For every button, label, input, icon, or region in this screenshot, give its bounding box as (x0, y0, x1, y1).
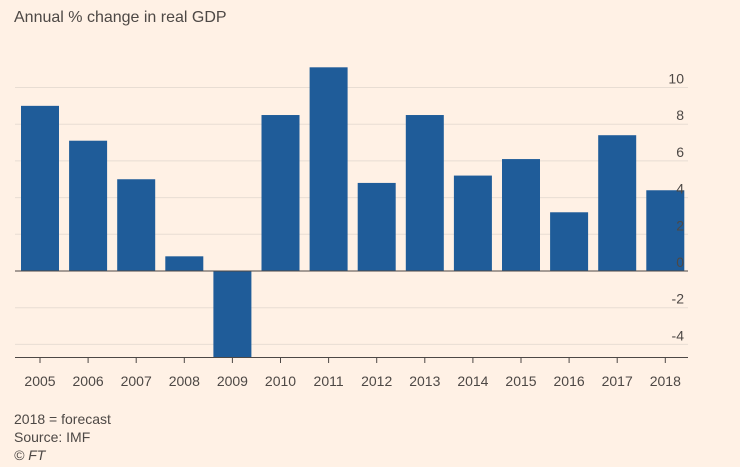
bar-2018 (646, 190, 685, 271)
source-note: Source: IMF (14, 429, 91, 445)
bar-2015 (502, 159, 540, 271)
bar-2017 (598, 135, 637, 271)
x-tick-label: 2012 (361, 373, 392, 389)
y-tick-label: 0 (676, 254, 684, 270)
y-tick-label: 10 (668, 71, 684, 87)
bar-2008 (165, 256, 204, 271)
y-tick-label: -2 (672, 291, 685, 307)
ft-credit: © FT (14, 447, 46, 463)
x-tick-label: 2016 (554, 373, 585, 389)
x-tick-label: 2006 (73, 373, 104, 389)
bar-2009 (213, 271, 252, 358)
forecast-note: 2018 = forecast (14, 411, 111, 427)
bars (21, 67, 685, 358)
y-tick-label: -4 (672, 327, 685, 343)
bar-2012 (357, 182, 396, 271)
x-tick-label: 2018 (650, 373, 681, 389)
x-tick-label: 2009 (217, 373, 248, 389)
bar-2010 (261, 115, 300, 272)
bar-2005 (21, 105, 59, 271)
bar-2013 (405, 115, 444, 272)
bar-2007 (117, 179, 156, 271)
x-tick-label: 2005 (24, 373, 55, 389)
y-tick-label: 6 (676, 144, 684, 160)
bar-chart: -4 -2 0 2 4 6 8 10 2005 2006 2007 2008 2009 2010 2011… (15, 67, 688, 389)
x-tick-label: 2010 (265, 373, 296, 389)
bar-2016 (550, 212, 589, 271)
bar-2011 (309, 67, 348, 271)
x-tick-label: 2015 (505, 373, 536, 389)
x-tick-label: 2007 (121, 373, 152, 389)
y-tick-label: 2 (676, 217, 684, 233)
bar-2006 (69, 140, 108, 271)
x-axis: 2005 2006 2007 2008 2009 2010 2011 2012 2013 2014… (15, 357, 688, 389)
y-tick-label: 4 (676, 181, 684, 197)
x-tick-label: 2008 (169, 373, 200, 389)
x-tick-label: 2011 (314, 373, 344, 389)
y-tick-label: 8 (676, 107, 684, 123)
chart-title: Annual % change in real GDP (14, 9, 227, 26)
x-tick-label: 2017 (602, 373, 633, 389)
x-tick-label: 2013 (409, 373, 440, 389)
bar-2014 (453, 175, 492, 271)
y-tick-labels: -4 -2 0 2 4 6 8 10 (668, 71, 684, 344)
x-tick-label: 2014 (457, 373, 488, 389)
